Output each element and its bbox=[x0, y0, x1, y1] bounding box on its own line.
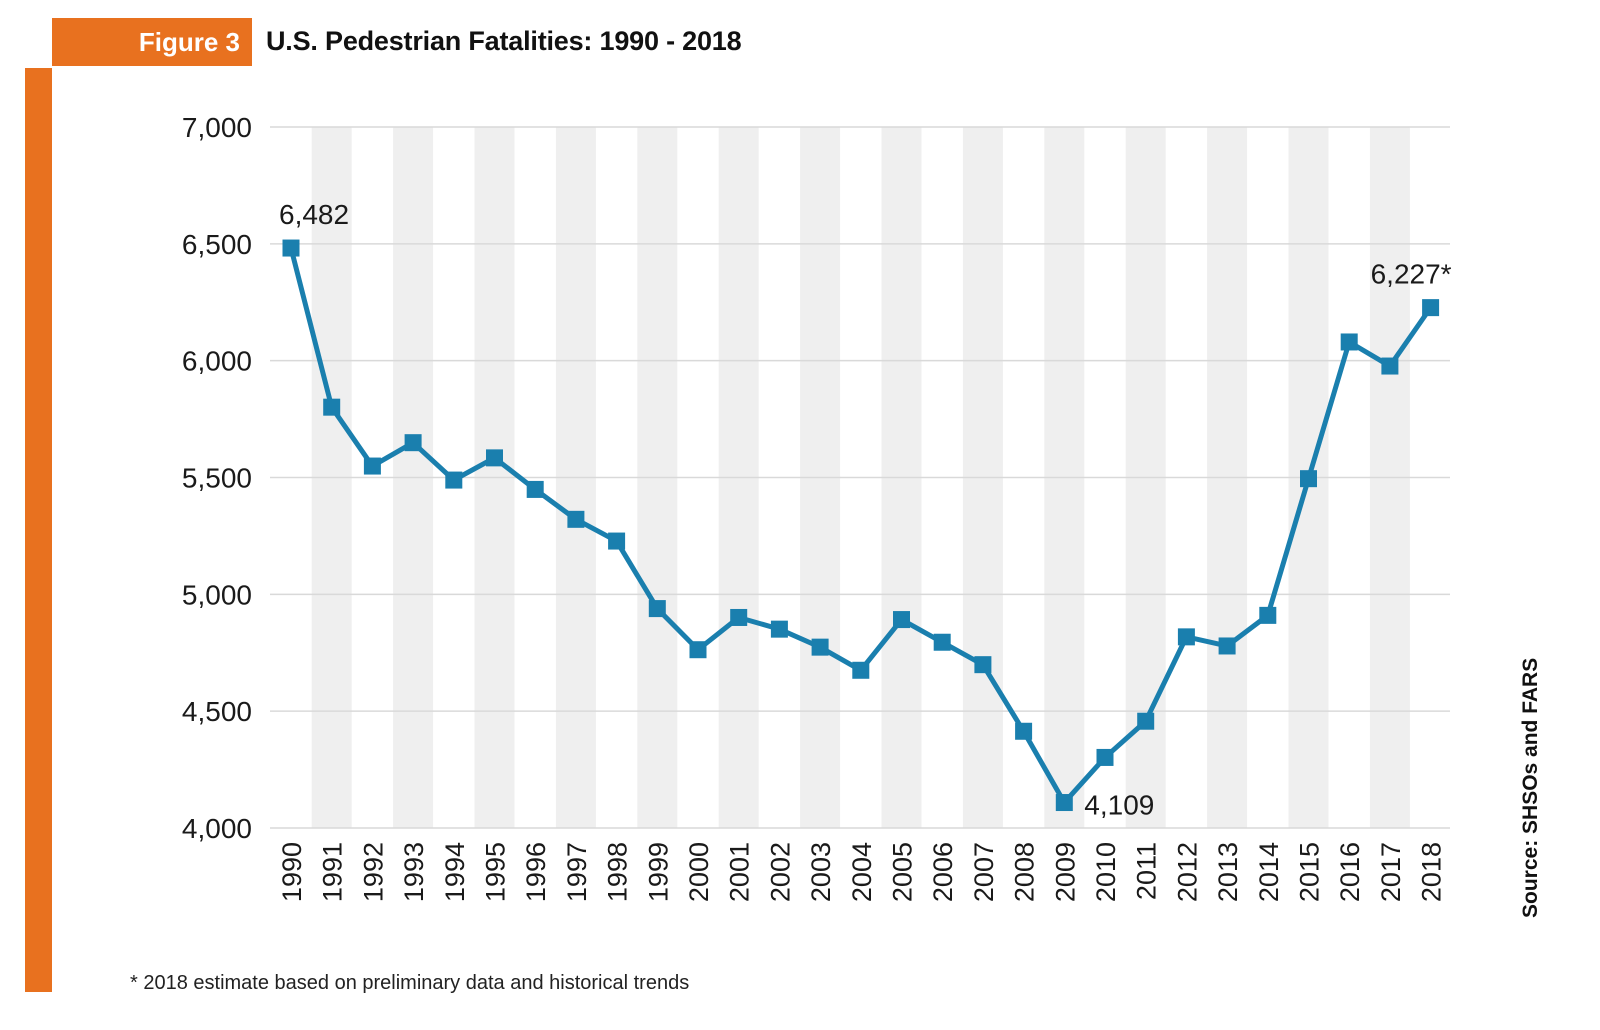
x-tick-label: 2015 bbox=[1295, 842, 1325, 902]
x-tick-label: 2008 bbox=[1010, 842, 1040, 902]
data-point-1993 bbox=[404, 434, 422, 452]
source-note: Source: SHSOs and FARS bbox=[1519, 657, 1542, 918]
annotations: 6,482 4,109 6,227* bbox=[279, 199, 1452, 820]
data-point-2006 bbox=[933, 633, 951, 651]
data-point-1990 bbox=[282, 239, 300, 257]
x-tick-label: 2006 bbox=[928, 842, 958, 902]
x-tick-label: 2003 bbox=[806, 842, 836, 902]
gridlines bbox=[270, 126, 1450, 829]
data-point-1992 bbox=[363, 457, 381, 475]
y-tick-label: 5,000 bbox=[182, 579, 252, 610]
data-point-2007 bbox=[974, 656, 992, 674]
x-tick-label: 1995 bbox=[481, 842, 511, 902]
data-point-2012 bbox=[1177, 628, 1195, 646]
x-tick-label: 2007 bbox=[969, 842, 999, 902]
data-point-2001 bbox=[730, 608, 748, 626]
data-point-2013 bbox=[1218, 637, 1236, 655]
x-tick-label: 1992 bbox=[358, 842, 388, 902]
x-tick-label: 2001 bbox=[725, 842, 755, 902]
x-tick-label: 2011 bbox=[1132, 842, 1162, 900]
x-tick-label: 1991 bbox=[318, 842, 348, 902]
x-tick-label: 1993 bbox=[399, 842, 429, 902]
data-point-2004 bbox=[852, 661, 870, 679]
figure-label: Figure 3 bbox=[52, 18, 252, 66]
x-tick-label: 2005 bbox=[888, 842, 918, 902]
y-tick-label: 6,000 bbox=[182, 346, 252, 377]
data-point-2002 bbox=[770, 620, 788, 638]
series-line bbox=[288, 247, 1433, 806]
x-tick-label: 2009 bbox=[1050, 842, 1080, 902]
data-label-2018: 6,227* bbox=[1371, 259, 1452, 290]
data-point-1995 bbox=[486, 449, 503, 467]
y-tick-label: 4,000 bbox=[182, 813, 252, 844]
y-axis-ticks: 4,000 4,500 5,000 5,500 6,000 6,500 7,000 bbox=[182, 112, 252, 844]
data-point-2015 bbox=[1300, 470, 1317, 488]
data-point-2009 bbox=[1055, 794, 1073, 812]
x-tick-label: 2014 bbox=[1254, 842, 1284, 902]
data-point-1997 bbox=[567, 510, 585, 528]
x-tick-label: 2012 bbox=[1172, 842, 1202, 902]
series-layer bbox=[282, 239, 1440, 812]
data-point-2010 bbox=[1096, 748, 1114, 766]
data-point-1998 bbox=[608, 532, 626, 550]
data-point-1999 bbox=[648, 600, 666, 618]
y-tick-label: 7,000 bbox=[182, 112, 252, 143]
data-point-2014 bbox=[1259, 606, 1277, 624]
data-point-1996 bbox=[526, 480, 544, 498]
y-tick-label: 5,500 bbox=[182, 463, 252, 494]
y-tick-label: 4,500 bbox=[182, 696, 252, 727]
x-tick-label: 2017 bbox=[1376, 842, 1406, 902]
x-tick-label: 2013 bbox=[1213, 842, 1243, 902]
chart-title: U.S. Pedestrian Fatalities: 1990 - 2018 bbox=[266, 26, 742, 56]
x-tick-label: 1996 bbox=[521, 842, 551, 902]
x-tick-label: 2018 bbox=[1417, 842, 1447, 902]
data-point-1991 bbox=[323, 398, 341, 416]
x-tick-label: 2016 bbox=[1335, 842, 1365, 902]
accent-bar bbox=[25, 68, 52, 992]
footnote: * 2018 estimate based on preliminary dat… bbox=[130, 972, 690, 994]
data-point-2008 bbox=[1015, 722, 1033, 740]
x-tick-label: 2010 bbox=[1091, 842, 1121, 902]
x-axis-ticks: 1990 1991 1992 1993 1994 1995 1996 1997 1998 1999… bbox=[277, 842, 1447, 902]
data-point-2011 bbox=[1137, 712, 1155, 730]
data-point-1994 bbox=[445, 471, 463, 489]
x-tick-label: 2000 bbox=[684, 842, 714, 902]
data-point-2016 bbox=[1340, 333, 1358, 351]
x-tick-label: 2004 bbox=[847, 842, 877, 902]
data-point-2018 bbox=[1422, 299, 1440, 317]
data-point-2017 bbox=[1381, 357, 1399, 375]
data-label-1990: 6,482 bbox=[279, 199, 349, 230]
x-tick-label: 1999 bbox=[643, 842, 673, 902]
y-tick-label: 6,500 bbox=[182, 229, 252, 260]
x-tick-label: 2002 bbox=[765, 842, 795, 902]
x-tick-label: 1997 bbox=[562, 842, 592, 902]
x-tick-label: 1994 bbox=[440, 842, 470, 902]
data-label-2009: 4,109 bbox=[1084, 790, 1154, 821]
data-point-2000 bbox=[689, 641, 707, 659]
x-tick-label: 1998 bbox=[603, 842, 633, 902]
data-point-2005 bbox=[893, 611, 910, 629]
data-point-2003 bbox=[811, 638, 829, 656]
x-tick-label: 1990 bbox=[277, 842, 307, 902]
